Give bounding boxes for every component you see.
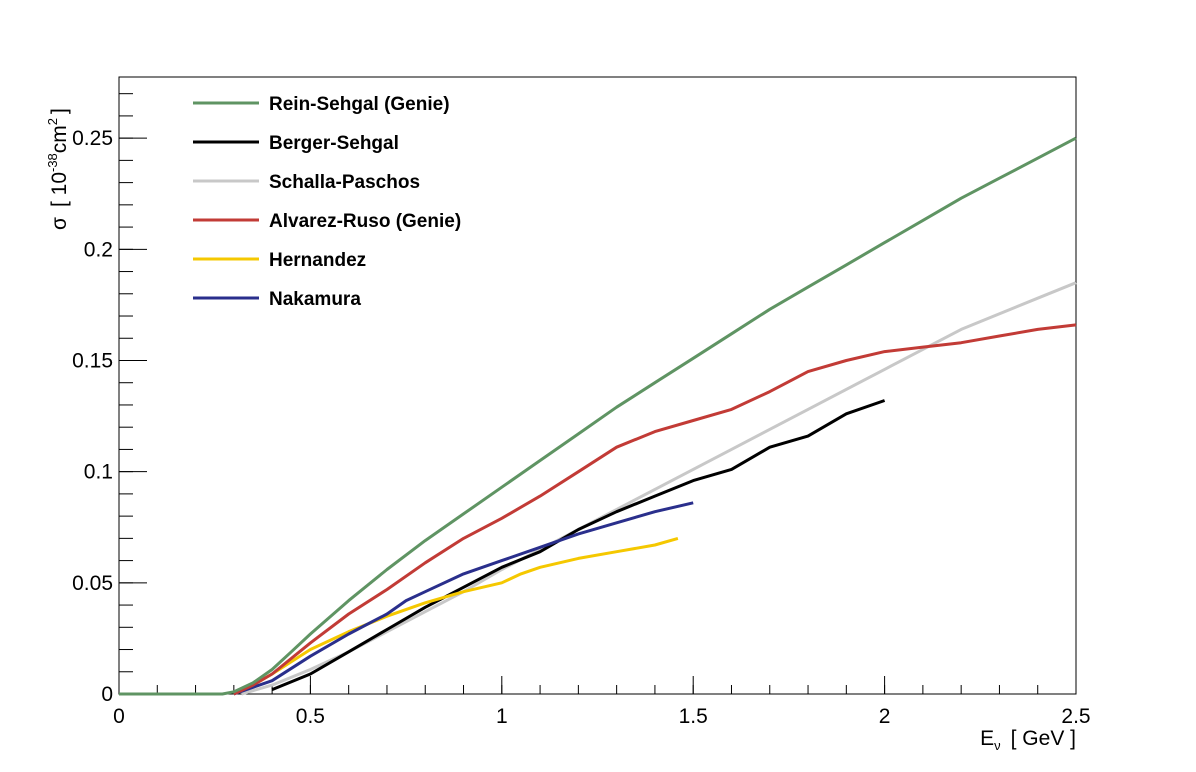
x-axis-title: Eν[ GeV ] <box>980 727 1076 753</box>
legend-label: Alvarez-Ruso (Genie) <box>269 211 461 232</box>
y-tick-label: 0.05 <box>72 572 113 595</box>
series-line-hernandez <box>233 536 679 696</box>
series-line-nakamura <box>233 501 694 696</box>
y-tick-label: 0 <box>101 683 113 706</box>
series-line-rein-sehgal-genie <box>119 136 1077 696</box>
legend: Rein-Sehgal (Genie) Berger-Sehgal Schalla-… <box>193 94 461 310</box>
x-tick-label: 2.5 <box>1061 705 1090 728</box>
x-tick-label: 1.5 <box>679 705 708 728</box>
major-ticks <box>118 137 1077 695</box>
legend-label: Hernandez <box>269 250 366 271</box>
x-tick-label: 2 <box>879 705 891 728</box>
series-line-berger-sehgal <box>271 399 886 691</box>
series-line-schalla-paschos <box>241 281 1077 696</box>
y-tick-label: 0.25 <box>72 127 113 150</box>
y-tick-label: 0.15 <box>72 349 113 372</box>
legend-label: Schalla-Paschos <box>269 172 420 193</box>
series-line-alvarez-ruso-genie <box>233 323 1077 696</box>
x-tick-label: 0 <box>113 705 125 728</box>
minor-ticks <box>118 93 1077 695</box>
y-tick-label: 0.2 <box>84 238 113 261</box>
x-tick-label: 1 <box>496 705 508 728</box>
series-lines <box>119 136 1077 696</box>
y-axis-title: σ[ 10-38cm2] <box>45 108 71 230</box>
legend-label: Rein-Sehgal (Genie) <box>269 94 450 115</box>
x-tick-label: 0.5 <box>296 705 325 728</box>
legend-label: Berger-Sehgal <box>269 133 399 154</box>
y-tick-labels: 0 0.05 0.1 0.15 0.2 0.25 <box>72 127 113 706</box>
x-tick-labels: 0 0.5 1 1.5 2 2.5 <box>113 705 1090 728</box>
plot-frame <box>118 76 1077 695</box>
y-tick-label: 0.1 <box>84 461 113 484</box>
legend-label: Nakamura <box>269 289 361 310</box>
